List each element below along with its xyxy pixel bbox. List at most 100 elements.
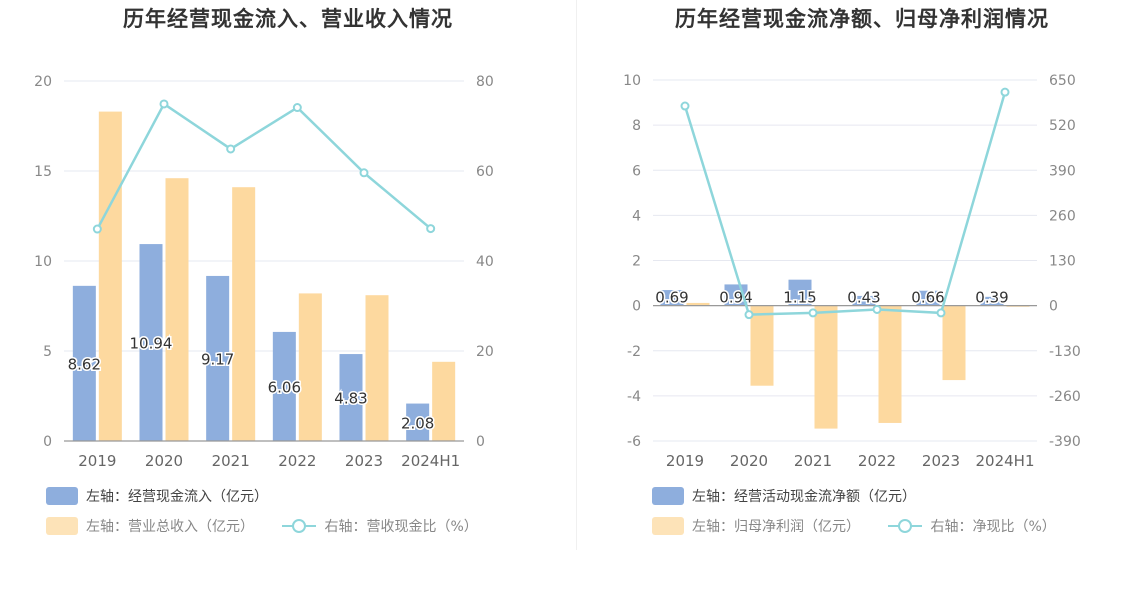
- bar-series-1: [139, 244, 163, 441]
- line-point: [426, 224, 436, 234]
- legend-item[interactable]: 右轴：净现比（%）: [888, 516, 1056, 536]
- bar-series-1: [206, 275, 230, 441]
- y-tick-label-right: -390: [1049, 434, 1081, 450]
- bar-series-2: [232, 187, 256, 441]
- bar-series-1: [72, 285, 96, 441]
- y-tick-label-right: 650: [1049, 73, 1076, 89]
- bar-data-label: 0.66: [911, 289, 944, 307]
- legend-item[interactable]: 左轴：经营活动现金流净额（亿元）: [652, 486, 916, 506]
- right-chart-plot: -6 -4 -2 0 2 4 6 8 10 -390 -260 -130 0 130 260 390 520 65…: [623, 73, 1081, 470]
- bar-series-1: [272, 331, 296, 441]
- legend-label: 左轴：经营活动现金流净额（亿元）: [692, 489, 916, 505]
- line-series: [683, 91, 1007, 316]
- line-point: [808, 308, 818, 318]
- x-tick-label: 2020: [730, 452, 768, 470]
- legend-label: 左轴：营业总收入（亿元）: [86, 519, 254, 535]
- bar-data-label: 10.94: [130, 335, 173, 353]
- line-point: [226, 144, 236, 154]
- bar-series-2: [686, 302, 710, 306]
- y-tick-label-right: 520: [1049, 118, 1076, 134]
- y-tick-label-right: -260: [1049, 389, 1081, 405]
- y-tick-label-left: 6: [632, 163, 641, 179]
- y-tick-label-left: -2: [627, 344, 641, 360]
- y-tick-label-right: -130: [1049, 344, 1081, 360]
- y-tick-label-left: 5: [43, 344, 52, 360]
- bar-data-label: 4.83: [334, 390, 367, 408]
- y-tick-label-left: 10: [34, 254, 52, 270]
- y-tick-label-left: 0: [632, 299, 641, 315]
- bar-series-1: [916, 290, 940, 306]
- right-chart-panel: 历年经营现金流净额、归母净利润情况 -6 -4 -2 0 2 4 6 8 10 -390 -260-…: [577, 0, 1147, 589]
- line-point: [92, 224, 102, 234]
- line-point: [744, 310, 754, 320]
- left-chart-legend: 左轴：经营现金流入（亿元） 左轴：营业总收入（亿元） 右轴：营收现金比（%）: [46, 486, 502, 536]
- right-chart-legend: 左轴：经营活动现金流净额（亿元） 左轴：归母净利润（亿元） 右轴：净现比（%）: [652, 486, 1080, 536]
- line-point: [936, 308, 946, 318]
- bar-series-2: [942, 305, 966, 381]
- x-tick-label: 2021: [794, 452, 832, 470]
- bar-data-label: 9.17: [201, 350, 234, 368]
- bar-data-label: 2.08: [401, 414, 434, 432]
- x-tick-label: 2022: [858, 452, 896, 470]
- bar-series-1: [660, 290, 684, 306]
- y-tick-label-left: 4: [632, 208, 641, 224]
- y-tick-label-right: 130: [1049, 254, 1076, 270]
- bar-data-label: 6.06: [268, 378, 301, 396]
- bar-series-2: [165, 178, 189, 441]
- x-tick-label: 2022: [278, 452, 316, 470]
- bar-series-2: [750, 305, 774, 386]
- legend-line-marker: [888, 519, 923, 533]
- y-tick-label-left: 15: [34, 164, 52, 180]
- y-tick-label-right: 80: [476, 74, 494, 90]
- bar-series-2: [365, 295, 389, 441]
- y-tick-label-right: 60: [476, 164, 494, 180]
- legend-label: 左轴：经营现金流入（亿元）: [86, 489, 268, 505]
- chart-title: 历年经营现金流净额、归母净利润情况: [675, 7, 1049, 31]
- y-tick-label-right: 390: [1049, 163, 1076, 179]
- bar-series-2: [298, 293, 322, 441]
- bar-data-label: 0.39: [975, 289, 1008, 307]
- y-tick-label-left: 10: [623, 73, 641, 89]
- bar-data-label: 8.62: [68, 355, 101, 373]
- legend-item[interactable]: 左轴：营业总收入（亿元）: [46, 516, 254, 536]
- panel-divider: [576, 0, 577, 550]
- y-tick-label-left: 20: [34, 74, 52, 90]
- legend-item[interactable]: 左轴：归母净利润（亿元）: [652, 516, 860, 536]
- legend-line-marker: [282, 519, 317, 533]
- x-tick-label: 2019: [78, 452, 116, 470]
- chart-title: 历年经营现金流入、营业收入情况: [123, 7, 453, 31]
- bar-data-label: 0.69: [655, 289, 688, 307]
- x-tick-label: 2021: [212, 452, 250, 470]
- legend-label: 左轴：归母净利润（亿元）: [692, 519, 860, 535]
- y-tick-label-left: -6: [627, 434, 641, 450]
- legend-swatch: [46, 487, 78, 505]
- y-tick-label-right: 40: [476, 254, 494, 270]
- bar-series-1: [339, 354, 363, 441]
- x-tick-label: 2024H1: [976, 452, 1035, 470]
- bar-series-1: [852, 295, 876, 306]
- x-tick-label: 2019: [666, 452, 704, 470]
- x-tick-label: 2024H1: [401, 452, 460, 470]
- bar-data-label: 1.15: [783, 289, 816, 307]
- legend-item[interactable]: 右轴：营收现金比（%）: [282, 516, 478, 536]
- line-point: [292, 103, 302, 113]
- line-point: [159, 99, 169, 109]
- bar-data-label: 0.43: [847, 289, 880, 307]
- legend-item[interactable]: 左轴：经营现金流入（亿元）: [46, 486, 268, 506]
- legend-swatch: [652, 487, 684, 505]
- legend-swatch: [652, 517, 684, 535]
- y-tick-label-left: 0: [43, 434, 52, 450]
- y-tick-label-left: 8: [632, 118, 641, 134]
- bar-series-1: [788, 279, 812, 306]
- line-point: [359, 168, 369, 178]
- line-series: [96, 102, 432, 230]
- y-tick-label-right: 20: [476, 344, 494, 360]
- legend-swatch: [46, 517, 78, 535]
- legend-label: 右轴：净现比（%）: [930, 519, 1056, 535]
- line-point: [872, 304, 882, 314]
- left-chart-panel: 历年经营现金流入、营业收入情况 0 5 10 15 20 0 20 40 60 80 2019 202…: [34, 7, 502, 536]
- bar-series-1: [980, 296, 1004, 306]
- y-tick-label-right: 260: [1049, 208, 1076, 224]
- left-chart-plot: 0 5 10 15 20 0 20 40 60 80 2019 2020 2021 2022 2023 202…: [34, 74, 494, 470]
- bar-series-2: [98, 111, 122, 441]
